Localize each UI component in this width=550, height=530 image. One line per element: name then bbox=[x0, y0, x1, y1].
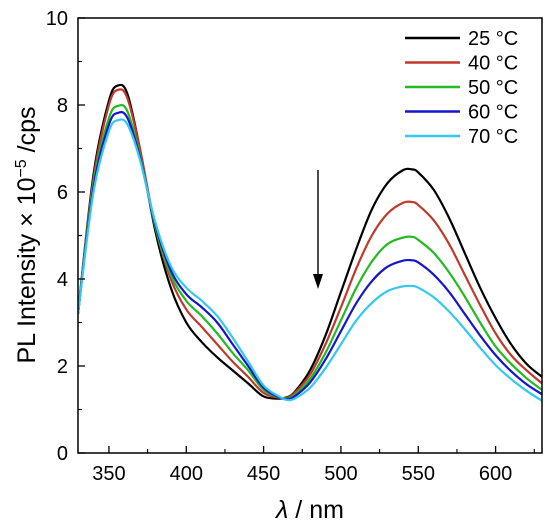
x-tick-label: 350 bbox=[92, 463, 125, 485]
x-tick-label: 500 bbox=[324, 463, 357, 485]
plot-area bbox=[78, 83, 542, 402]
legend-label: 60 °C bbox=[468, 102, 518, 124]
y-axis-title: PL Intensity × 10−5 /cps bbox=[13, 106, 41, 363]
x-axis: 350 400 450 500 550 600 bbox=[92, 446, 535, 485]
legend: 25 °C 40 °C50 °C 60 °C70 °C bbox=[405, 28, 518, 148]
y-tick-label: 2 bbox=[57, 356, 68, 378]
series-line-5 bbox=[78, 118, 542, 402]
series-line-2 bbox=[78, 88, 542, 400]
legend-label: 50 °C bbox=[468, 77, 518, 99]
x-tick-label: 450 bbox=[247, 463, 280, 485]
y-tick-label: 10 bbox=[46, 8, 68, 30]
x-tick-label: 600 bbox=[479, 463, 512, 485]
series-line-3 bbox=[78, 103, 542, 400]
legend-label: 40 °C bbox=[468, 53, 518, 75]
x-axis-title: λ / nm bbox=[274, 496, 344, 524]
x-tick-label: 550 bbox=[402, 463, 435, 485]
series-line-4 bbox=[78, 110, 542, 401]
x-tick-label: 400 bbox=[170, 463, 203, 485]
legend-label: 70 °C bbox=[468, 126, 518, 148]
temperature-arrow bbox=[313, 170, 323, 289]
y-tick-label: 0 bbox=[57, 443, 68, 465]
y-tick-label: 4 bbox=[57, 269, 68, 291]
y-tick-label: 6 bbox=[57, 182, 68, 204]
y-axis: 0 2 4 6 8 10 bbox=[46, 8, 85, 465]
legend-label: 25 °C bbox=[468, 28, 518, 50]
y-tick-label: 8 bbox=[57, 95, 68, 117]
